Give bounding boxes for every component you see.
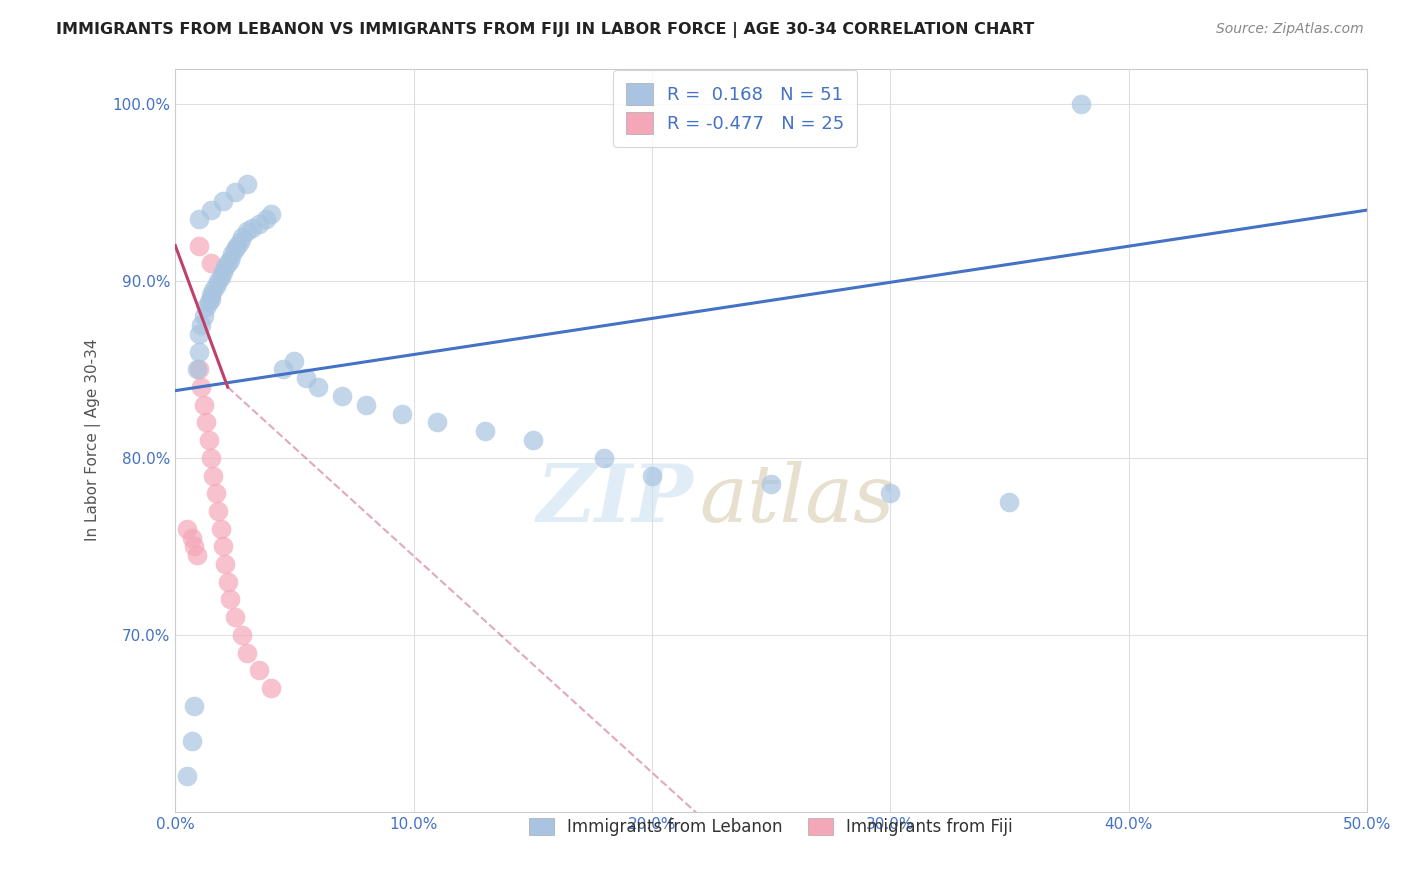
Point xyxy=(212,265,235,279)
Point xyxy=(254,211,277,226)
Point xyxy=(247,217,270,231)
Point xyxy=(188,362,211,376)
Point xyxy=(188,238,211,252)
Point xyxy=(998,495,1021,509)
Point xyxy=(202,283,225,297)
Point xyxy=(214,260,236,274)
Point xyxy=(391,407,413,421)
Text: ZIP: ZIP xyxy=(537,461,693,539)
Point xyxy=(193,310,215,324)
Point xyxy=(224,610,246,624)
Point xyxy=(214,557,236,571)
Point xyxy=(186,548,208,562)
Y-axis label: In Labor Force | Age 30-34: In Labor Force | Age 30-34 xyxy=(86,339,101,541)
Point xyxy=(217,574,239,589)
Point xyxy=(330,389,353,403)
Point xyxy=(1070,96,1092,111)
Point xyxy=(183,698,205,713)
Point xyxy=(231,628,253,642)
Point xyxy=(188,344,211,359)
Point xyxy=(195,301,218,315)
Point xyxy=(236,646,259,660)
Point xyxy=(226,238,249,252)
Point xyxy=(197,295,219,310)
Point xyxy=(204,279,226,293)
Point xyxy=(426,416,449,430)
Point xyxy=(259,207,281,221)
Point xyxy=(195,416,218,430)
Text: atlas: atlas xyxy=(700,461,896,539)
Point xyxy=(217,256,239,270)
Point xyxy=(212,540,235,554)
Point xyxy=(200,288,222,302)
Point xyxy=(190,380,212,394)
Point xyxy=(224,242,246,256)
Point xyxy=(759,477,782,491)
Point xyxy=(183,540,205,554)
Point xyxy=(641,468,664,483)
Point xyxy=(474,425,496,439)
Point xyxy=(231,229,253,244)
Point xyxy=(200,256,222,270)
Point xyxy=(236,224,259,238)
Point xyxy=(176,769,198,783)
Point xyxy=(207,504,229,518)
Point xyxy=(593,450,616,465)
Point xyxy=(193,398,215,412)
Point xyxy=(224,186,246,200)
Point xyxy=(200,292,222,306)
Point xyxy=(190,318,212,333)
Point xyxy=(879,486,901,500)
Point xyxy=(181,734,204,748)
Point xyxy=(188,211,211,226)
Point xyxy=(188,326,211,341)
Text: IMMIGRANTS FROM LEBANON VS IMMIGRANTS FROM FIJI IN LABOR FORCE | AGE 30-34 CORRE: IMMIGRANTS FROM LEBANON VS IMMIGRANTS FR… xyxy=(56,22,1035,38)
Point xyxy=(186,362,208,376)
Point xyxy=(204,486,226,500)
Point xyxy=(259,681,281,695)
Point xyxy=(240,220,263,235)
Point xyxy=(212,194,235,209)
Point xyxy=(236,177,259,191)
Point xyxy=(307,380,329,394)
Point xyxy=(522,433,544,447)
Point xyxy=(228,235,250,249)
Point xyxy=(202,468,225,483)
Point xyxy=(283,353,305,368)
Point xyxy=(200,203,222,218)
Point xyxy=(247,663,270,677)
Point xyxy=(200,450,222,465)
Point xyxy=(271,362,294,376)
Text: Source: ZipAtlas.com: Source: ZipAtlas.com xyxy=(1216,22,1364,37)
Legend: Immigrants from Lebanon, Immigrants from Fiji: Immigrants from Lebanon, Immigrants from… xyxy=(520,810,1021,845)
Point xyxy=(181,531,204,545)
Point xyxy=(197,433,219,447)
Point xyxy=(221,247,243,261)
Point xyxy=(219,592,242,607)
Point xyxy=(176,522,198,536)
Point xyxy=(209,522,232,536)
Point xyxy=(207,274,229,288)
Point xyxy=(219,252,242,267)
Point xyxy=(354,398,377,412)
Point xyxy=(209,270,232,285)
Point xyxy=(295,371,318,385)
